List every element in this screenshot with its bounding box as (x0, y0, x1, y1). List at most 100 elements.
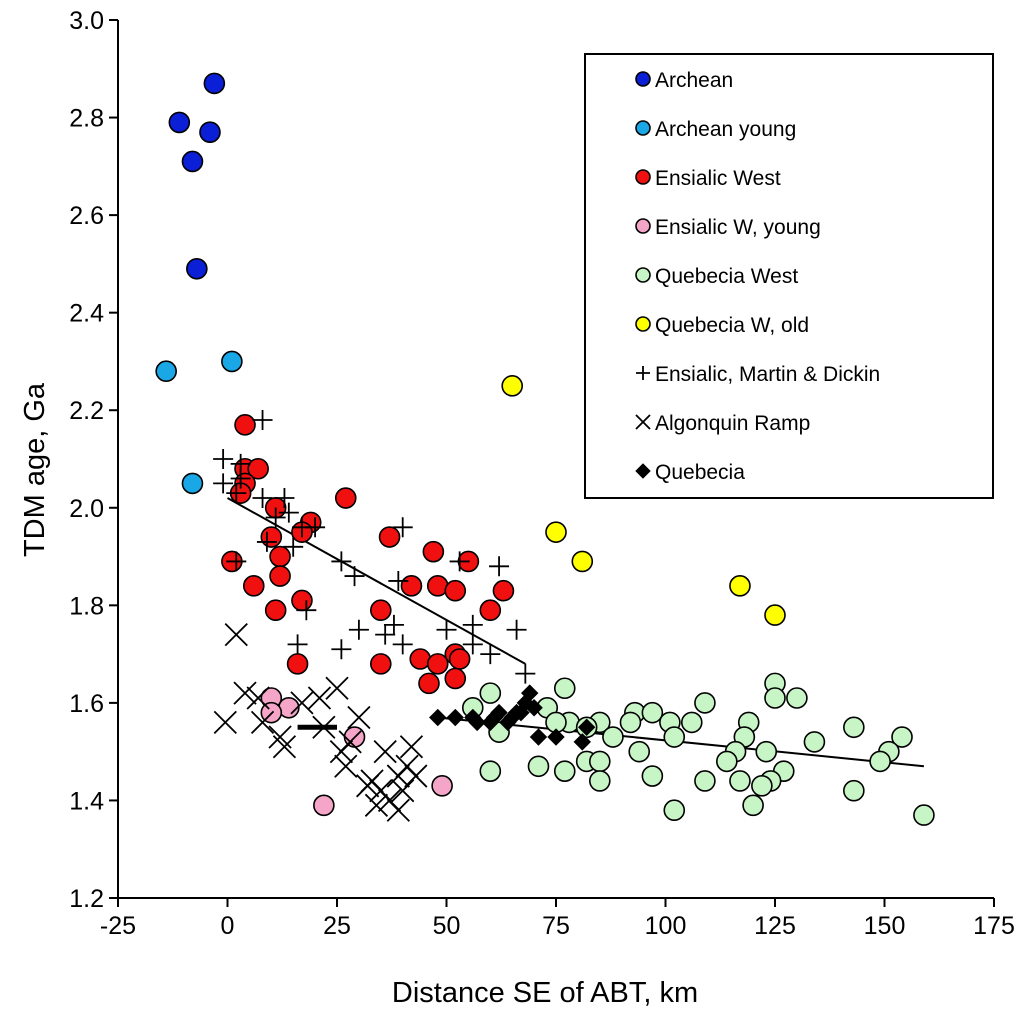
point-algonquin-ramp (404, 764, 428, 788)
point-quebecia (490, 703, 508, 722)
point-ensialic-martin-dickin (383, 614, 404, 635)
y-tick-label: 1.4 (69, 787, 104, 815)
point-quebecia-w-old (501, 375, 524, 397)
point-archean (168, 111, 191, 134)
point-archean-young (155, 360, 177, 383)
point-ensialic-martin-dickin (265, 507, 286, 528)
point-quebecia (547, 728, 565, 746)
point-quebecia-west (663, 799, 686, 822)
point-ensialic-west (444, 667, 467, 690)
point-algonquin-ramp (399, 735, 424, 759)
point-ensialic-west (260, 526, 283, 548)
point-quebecia (525, 699, 543, 717)
point-ensialic-martin-dickin (506, 619, 527, 640)
legend-label-archean: Archean (655, 69, 733, 92)
point-quebecia-west (479, 760, 502, 782)
point-ensialic-martin-dickin (462, 614, 483, 635)
point-quebecia-w-old (571, 550, 594, 573)
y-tick-label: 2.0 (69, 495, 104, 523)
point-ensialic-martin-dickin (213, 449, 234, 469)
point-ensialic-martin-dickin (489, 556, 510, 577)
point-ensialic-martin-dickin (278, 502, 299, 523)
point-quebecia-west (641, 701, 664, 724)
point-ensialic-west (418, 672, 440, 695)
point-ensialic-west (444, 579, 467, 602)
point-quebecia-west (479, 682, 502, 704)
x-tick-label: 75 (542, 912, 570, 940)
y-tick-label: 1.8 (69, 592, 104, 620)
point-ensialic-martin-dickin (213, 473, 234, 494)
point-ensialic-martin-dickin (388, 570, 409, 591)
point-algonquin-ramp (272, 735, 297, 759)
point-ensialic-martin-dickin (331, 639, 352, 660)
legend-marker-quebecia (635, 463, 651, 479)
point-algonquin-ramp (347, 705, 371, 730)
y-tick-label: 2.8 (69, 105, 104, 133)
legend-label-quebecia-w-old: Quebecia W, old (655, 314, 809, 337)
legend-marker-quebecia-w-old (635, 316, 651, 332)
point-quebecia-west (742, 794, 764, 817)
point-algonquin-ramp (224, 622, 248, 647)
point-archean-young (221, 350, 243, 373)
point-ensialic-martin-dickin (226, 483, 247, 504)
point-quebecia (573, 733, 591, 751)
point-algonquin-ramp (325, 676, 349, 700)
point-ensialic-west (378, 526, 401, 548)
point-quebecia (529, 728, 548, 746)
legend-marker-quebecia-west (635, 267, 651, 283)
point-ensialic-w-young (313, 794, 335, 817)
legend-label-quebecia: Quebecia (655, 461, 745, 484)
point-quebecia (521, 684, 539, 702)
legend-label-ensialic-w-young: Ensialic W, young (655, 216, 821, 239)
legend-marker-archean-young (635, 120, 651, 136)
point-ensialic-west (369, 653, 392, 675)
y-tick-label: 2.4 (69, 300, 104, 328)
point-quebecia-west (891, 726, 913, 748)
point-quebecia-west (628, 740, 651, 763)
point-ensialic-martin-dickin (230, 468, 251, 489)
point-algonquin-ramp (233, 681, 257, 705)
point-ensialic-martin-dickin (436, 619, 457, 640)
trend-line (227, 497, 526, 665)
point-quebecia-west (716, 750, 738, 773)
legend-label-quebecia-west: Quebecia West (655, 265, 798, 288)
point-archean (199, 121, 221, 143)
point-ensialic-martin-dickin (283, 536, 304, 557)
point-ensialic-martin-dickin (252, 409, 273, 430)
point-archean-young (181, 472, 204, 495)
point-quebecia-w-old (545, 521, 567, 543)
x-tick-label: 125 (754, 912, 796, 940)
point-ensialic-west (479, 599, 502, 622)
axes: -25 0 25 50 75 100 125 150 175 1.2 1.4 1.6 1.8 2.0 2.2… (69, 7, 1015, 940)
point-ensialic-west (400, 575, 423, 597)
legend-box (584, 53, 994, 499)
point-ensialic-martin-dickin (331, 551, 352, 572)
point-ensialic-martin-dickin (305, 517, 326, 538)
legend-marker-ensialic-w-young (635, 218, 651, 234)
x-tick-label: 100 (645, 912, 687, 940)
point-ensialic-west (234, 414, 256, 436)
point-quebecia-west (913, 804, 935, 826)
point-ensialic-martin-dickin (392, 634, 413, 655)
point-ensialic-west (369, 599, 392, 622)
point-quebecia-west (553, 760, 576, 782)
x-tick-label: 150 (864, 912, 906, 940)
point-quebecia-west (694, 692, 716, 714)
point-quebecia-w-old (764, 604, 786, 626)
point-quebecia-west (588, 770, 611, 792)
point-quebecia-west (803, 731, 826, 753)
point-quebecia-west (729, 770, 751, 792)
point-algonquin-ramp (250, 710, 275, 735)
point-algonquin-ramp (307, 686, 332, 710)
point-ensialic-martin-dickin (296, 600, 317, 621)
x-tick-label: -25 (100, 912, 136, 940)
point-quebecia-west (694, 770, 716, 792)
legend-marker-ensialic-martin-dickin (636, 366, 650, 380)
point-algonquin-ramp (334, 754, 358, 778)
legend-marker-ensialic-west (635, 169, 651, 185)
y-tick-label: 1.2 (69, 885, 104, 913)
point-archean (203, 72, 226, 95)
y-axis-title: TDM age, Ga (19, 382, 51, 557)
point-ensialic-west (286, 653, 309, 675)
point-quebecia-west (663, 726, 686, 748)
